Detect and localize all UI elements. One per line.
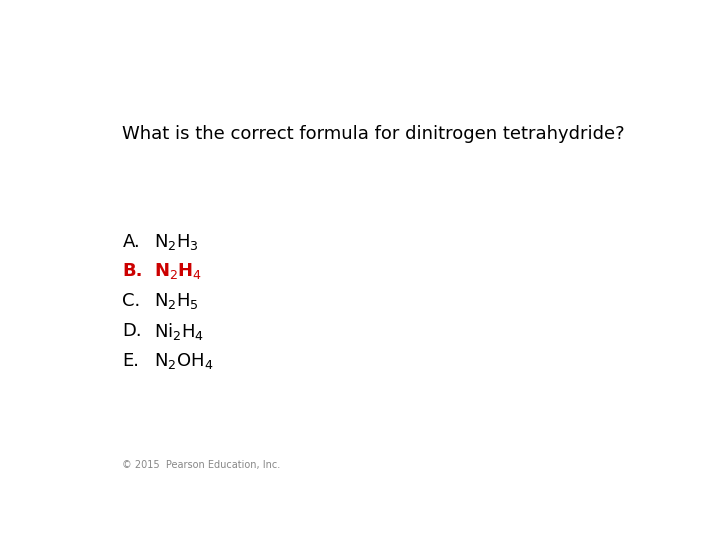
- Text: N$_{2}$H$_{4}$: N$_{2}$H$_{4}$: [154, 261, 202, 281]
- Text: E.: E.: [122, 352, 140, 370]
- Text: C.: C.: [122, 292, 140, 310]
- Text: N$_{2}$H$_{5}$: N$_{2}$H$_{5}$: [154, 292, 199, 312]
- Text: Ni$_{2}$H$_{4}$: Ni$_{2}$H$_{4}$: [154, 321, 204, 342]
- Text: N$_{2}$H$_{3}$: N$_{2}$H$_{3}$: [154, 232, 199, 252]
- Text: © 2015  Pearson Education, Inc.: © 2015 Pearson Education, Inc.: [122, 460, 281, 470]
- Text: B.: B.: [122, 262, 143, 280]
- Text: N$_{2}$OH$_{4}$: N$_{2}$OH$_{4}$: [154, 351, 213, 372]
- Text: What is the correct formula for dinitrogen tetrahydride?: What is the correct formula for dinitrog…: [122, 125, 625, 143]
- Text: A.: A.: [122, 233, 140, 251]
- Text: D.: D.: [122, 322, 142, 340]
